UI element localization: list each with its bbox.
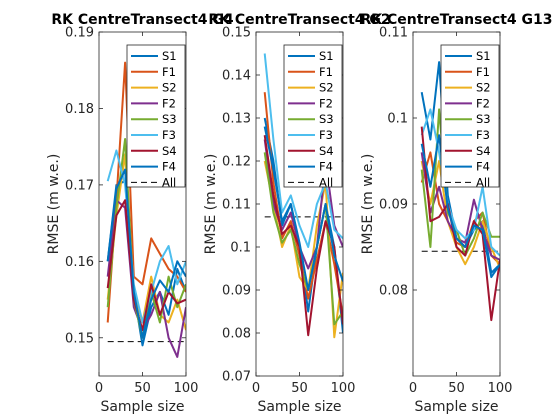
y-tick-label: 0.19	[65, 26, 94, 41]
subplot-3: 0 50 100 0.08 0.09 0.1 0.11 Sample size RMSE (m …	[360, 12, 553, 415]
legend-label-f1: F1	[162, 65, 176, 79]
x-tick-label: 50	[291, 381, 308, 396]
y-axis-label: RMSE (m w.e.)	[360, 154, 376, 255]
legend-label-all: All	[162, 175, 176, 189]
chart-title: RK CentreTransect4 G4	[51, 12, 234, 28]
legend-label-f1: F1	[476, 65, 490, 79]
y-tick-label: 0.08	[222, 327, 251, 342]
x-tick-label: 100	[331, 381, 356, 396]
y-tick-label: 0.08	[379, 284, 408, 299]
series-line-s2	[106, 153, 186, 331]
legend-label-s3: S3	[162, 112, 177, 126]
x-axis-label: Sample size	[100, 399, 184, 415]
y-tick-label: 0.16	[65, 255, 94, 270]
y-tick-label: 0.11	[379, 26, 408, 41]
legend-label-s2: S2	[319, 81, 334, 95]
legend-label-f3: F3	[162, 128, 176, 142]
series-line-f4	[106, 168, 186, 339]
legend-label-s2: S2	[162, 81, 177, 95]
x-tick-label: 0	[95, 381, 103, 396]
legend-label-f4: F4	[319, 160, 333, 174]
subplots: 0 50 100 0.15 0.16 0.17 0.18 0.19 Sample size RMS…	[46, 12, 553, 415]
legend-label-s1: S1	[162, 49, 177, 63]
legend-label-s4: S4	[476, 144, 491, 158]
series-line-f3	[263, 53, 343, 248]
x-tick-label: 50	[134, 381, 151, 396]
legend-label-s4: S4	[319, 144, 334, 158]
legend-label-f2: F2	[162, 96, 176, 110]
x-axis-label: Sample size	[257, 399, 341, 415]
series-line-s4	[420, 126, 500, 322]
legend-label-f4: F4	[162, 160, 176, 174]
legend-box	[283, 44, 343, 188]
legend-box	[126, 44, 186, 188]
series-line-f3	[420, 108, 500, 257]
series-line-s4	[106, 199, 186, 332]
data-layer	[106, 61, 186, 358]
y-tick-label: 0.18	[65, 102, 94, 117]
x-tick-label: 0	[409, 381, 417, 396]
y-tick-label: 0.15	[222, 26, 251, 41]
x-tick-label: 100	[174, 381, 199, 396]
data-layer	[263, 53, 343, 339]
legend-label-s3: S3	[319, 112, 334, 126]
legend-label-s2: S2	[476, 81, 491, 95]
legend-box	[440, 44, 500, 188]
legend-label-s1: S1	[319, 49, 334, 63]
legend-label-f2: F2	[476, 96, 490, 110]
series-line-f4	[263, 126, 343, 291]
legend-label-f2: F2	[319, 96, 333, 110]
legend-label-f1: F1	[319, 65, 333, 79]
y-tick-label: 0.17	[65, 178, 94, 193]
legend-label-f3: F3	[476, 128, 490, 142]
legend-label-s4: S4	[162, 144, 177, 158]
series-line-f4	[420, 134, 500, 279]
series-line-f1	[106, 61, 186, 323]
y-tick-label: 0.09	[222, 284, 251, 299]
y-tick-label: 0.1	[387, 112, 408, 127]
y-tick-label: 0.15	[65, 331, 94, 346]
chart-title: RK CentreTransect4 G13	[360, 12, 552, 28]
y-tick-label: 0.14	[222, 69, 251, 84]
y-tick-label: 0.1	[230, 241, 251, 256]
y-axis-label: RMSE (m w.e.)	[46, 154, 62, 255]
x-axis-label: Sample size	[414, 399, 498, 415]
series-line-s3	[263, 152, 343, 326]
legend-label-s3: S3	[476, 112, 491, 126]
y-axis-label: RMSE (m w.e.)	[203, 154, 219, 255]
y-tick-label: 0.07	[222, 370, 251, 385]
y-tick-label: 0.11	[222, 198, 251, 213]
x-tick-label: 50	[448, 381, 465, 396]
legend-label-all: All	[476, 175, 490, 189]
x-tick-label: 0	[252, 381, 260, 396]
y-tick-label: 0.12	[222, 155, 251, 170]
legend-label-all: All	[319, 175, 333, 189]
data-layer	[420, 61, 500, 322]
legend-label-f4: F4	[476, 160, 490, 174]
y-tick-label: 0.13	[222, 112, 251, 127]
subplot-1: 0 50 100 0.15 0.16 0.17 0.18 0.19 Sample size RMS…	[46, 12, 234, 415]
legend-label-f3: F3	[319, 128, 333, 142]
chart-title: RK CentreTransect4 G2	[208, 12, 390, 28]
legend-label-s1: S1	[476, 49, 491, 63]
y-tick-label: 0.09	[379, 198, 408, 213]
x-tick-label: 100	[488, 381, 513, 396]
subplot-2: 0 50 100 0.07 0.08 0.09 0.1 0.11 0.12 0.13 0.14 0.1…	[203, 12, 391, 415]
